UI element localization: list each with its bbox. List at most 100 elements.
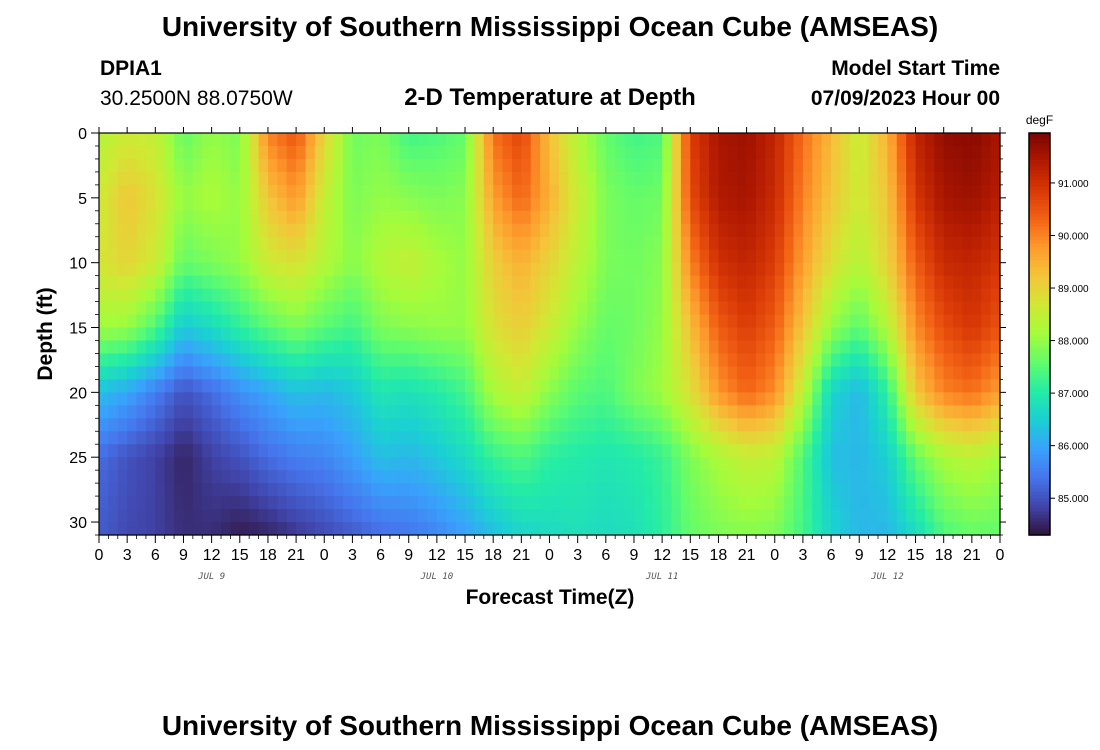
heatmap-cell [117, 405, 128, 419]
heatmap-cell [971, 366, 982, 380]
heatmap-cell [380, 379, 391, 393]
heatmap-cell [211, 418, 222, 432]
heatmap-cell [605, 133, 616, 147]
heatmap-cell [840, 431, 851, 445]
heatmap-cell [765, 470, 776, 484]
heatmap-cell [793, 496, 804, 510]
heatmap-cell [465, 444, 476, 458]
heatmap-cell [943, 158, 954, 173]
heatmap-cell [727, 509, 738, 523]
heatmap-cell [305, 444, 316, 458]
x-tick-label: 21 [963, 547, 981, 564]
heatmap-cell [934, 249, 945, 264]
heatmap-cell [802, 275, 813, 290]
colorbar-unit: degF [1026, 113, 1053, 127]
heatmap-cell [427, 379, 438, 393]
heatmap-cell [821, 327, 832, 342]
heatmap-cell [840, 457, 851, 471]
heatmap-cell [502, 275, 513, 290]
heatmap-cell [812, 158, 823, 173]
heatmap-cell [183, 444, 194, 458]
heatmap-cell [408, 444, 419, 458]
heatmap-cell [446, 522, 457, 536]
heatmap-cell [943, 314, 954, 329]
heatmap-cell [896, 457, 907, 471]
heatmap-cell [436, 223, 447, 238]
heatmap-cell [868, 340, 879, 355]
heatmap-cell [540, 483, 551, 497]
heatmap-cell [915, 158, 926, 173]
heatmap-cell [699, 197, 710, 212]
heatmap-cell [887, 249, 898, 264]
heatmap-cell [596, 236, 607, 251]
heatmap-cell [549, 314, 560, 329]
heatmap-cell [934, 353, 945, 368]
heatmap-cell [549, 444, 560, 458]
heatmap-cell [164, 483, 175, 497]
heatmap-cell [615, 184, 626, 199]
heatmap-cell [727, 236, 738, 251]
heatmap-cell [680, 353, 691, 368]
heatmap-cell [483, 223, 494, 238]
heatmap-cell [249, 483, 260, 497]
heatmap-cell [765, 340, 776, 355]
heatmap-cell [183, 223, 194, 238]
heatmap-cell [896, 392, 907, 406]
heatmap-cell [943, 366, 954, 380]
heatmap-cell [943, 509, 954, 523]
heatmap-cell [408, 171, 419, 186]
heatmap-cell [662, 418, 673, 432]
heatmap-cell [127, 496, 138, 510]
heatmap-cell [455, 184, 466, 199]
colorbar-segment [1029, 183, 1050, 188]
heatmap-cell [352, 522, 363, 536]
heatmap-cell [784, 405, 795, 419]
heatmap-cell [624, 197, 635, 212]
heatmap-cell [727, 171, 738, 186]
y-tick-label: 0 [78, 126, 87, 143]
colorbar-segment [1029, 357, 1050, 362]
heatmap-cell [737, 340, 748, 355]
heatmap-cell [765, 418, 776, 432]
heatmap-cell [474, 288, 485, 303]
heatmap-cell [915, 431, 926, 445]
heatmap-cell [305, 236, 316, 251]
heatmap-cell [380, 353, 391, 368]
heatmap-cell [877, 223, 888, 238]
heatmap-cell [474, 496, 485, 510]
heatmap-cell [408, 133, 419, 147]
heatmap-cell [164, 496, 175, 510]
heatmap-cell [127, 431, 138, 445]
heatmap-cell [155, 288, 166, 303]
heatmap-cell [915, 236, 926, 251]
heatmap-cell [943, 457, 954, 471]
heatmap-cell [221, 405, 231, 419]
heatmap-cell [784, 483, 795, 497]
heatmap-cell [915, 145, 926, 160]
heatmap-cell [624, 262, 635, 277]
heatmap-cell [962, 340, 973, 355]
heatmap-cell [352, 470, 363, 484]
heatmap-cell [812, 314, 823, 329]
heatmap-cell [136, 249, 147, 264]
heatmap-cell [230, 275, 241, 290]
heatmap-cell [371, 470, 382, 484]
heatmap-cell [436, 392, 447, 406]
heatmap-cell [924, 249, 935, 264]
heatmap-cell [258, 236, 269, 251]
heatmap-cell [662, 405, 673, 419]
heatmap-cell [877, 262, 888, 277]
heatmap-cell [249, 496, 260, 510]
heatmap-cell [643, 418, 654, 432]
heatmap-cell [361, 431, 372, 445]
heatmap-cell [399, 418, 410, 432]
heatmap-cell [755, 444, 766, 458]
heatmap-cell [624, 327, 635, 342]
heatmap-cell [906, 133, 917, 147]
heatmap-cell [192, 301, 203, 316]
heatmap-cell [934, 470, 945, 484]
heatmap-cell [371, 340, 382, 355]
heatmap-cell [174, 171, 185, 186]
heatmap-cell [558, 483, 569, 497]
heatmap-cell [145, 262, 156, 277]
